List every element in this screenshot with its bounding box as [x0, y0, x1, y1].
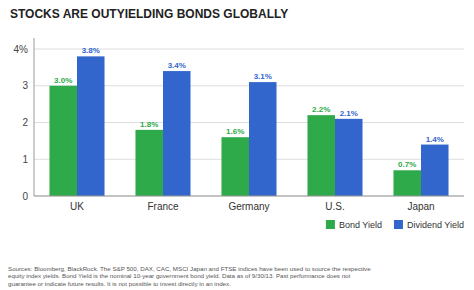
data-label: 3.1%	[254, 72, 272, 81]
grid	[34, 49, 464, 196]
data-label: 1.4%	[426, 135, 444, 144]
legend-label: Bond Yield	[339, 220, 382, 230]
y-tick-label: 4%	[14, 44, 29, 55]
bar	[221, 137, 249, 196]
footnote: Sources: Bloomberg, BlackRock. The S&P 5…	[8, 265, 371, 287]
bar	[49, 86, 77, 196]
bar	[135, 130, 163, 196]
x-tick-label: France	[147, 201, 179, 212]
y-tick-label: 2	[22, 117, 28, 128]
title: STOCKS ARE OUTYIELDING BONDS GLOBALLY	[10, 7, 288, 21]
footnote-line: Sources: Bloomberg, BlackRock. The S&P 5…	[8, 265, 371, 272]
bar	[335, 119, 363, 196]
data-label: 0.7%	[398, 160, 416, 169]
data-label: 1.8%	[140, 120, 158, 129]
bar	[307, 115, 335, 196]
y-tick-label: 1	[22, 154, 28, 165]
bar	[163, 71, 191, 196]
data-label: 1.6%	[226, 127, 244, 136]
legend-label: Dividend Yield	[407, 220, 464, 230]
bar	[77, 56, 105, 196]
legend: Bond Yield Dividend Yield	[326, 220, 464, 230]
data-label: 3.8%	[82, 46, 100, 55]
bar	[393, 170, 421, 196]
footnote-line: equity index yields. Bond Yield is the n…	[8, 272, 351, 279]
data-label: 3.4%	[168, 61, 186, 70]
footnote-line: guarantee or indicate future results. It…	[8, 280, 231, 287]
legend-swatch	[394, 220, 403, 229]
grid-line	[34, 196, 464, 197]
y-axis-line	[34, 38, 35, 196]
data-label: 2.2%	[312, 105, 330, 114]
legend-swatch	[326, 220, 335, 229]
y-tick-label: 3	[22, 80, 28, 91]
bar	[249, 82, 277, 196]
bars	[49, 56, 448, 196]
x-tick-label: UK	[70, 201, 84, 212]
data-labels: 3.0% 1.8% 1.6% 2.2% 0.7% 3.8% 3.4% 3.1% 2.1% 1.4%	[54, 46, 444, 169]
y-tick-label: 0	[22, 191, 28, 202]
bar	[421, 145, 449, 196]
data-label: 3.0%	[54, 76, 72, 85]
x-tick-label: U.S.	[325, 201, 344, 212]
data-label: 2.1%	[340, 109, 358, 118]
x-axis-line	[34, 196, 464, 197]
chart: STOCKS ARE OUTYIELDING BONDS GLOBALLY 0 1 2…	[0, 0, 474, 290]
x-tick-label: Germany	[228, 201, 269, 212]
x-tick-label: Japan	[407, 201, 434, 212]
